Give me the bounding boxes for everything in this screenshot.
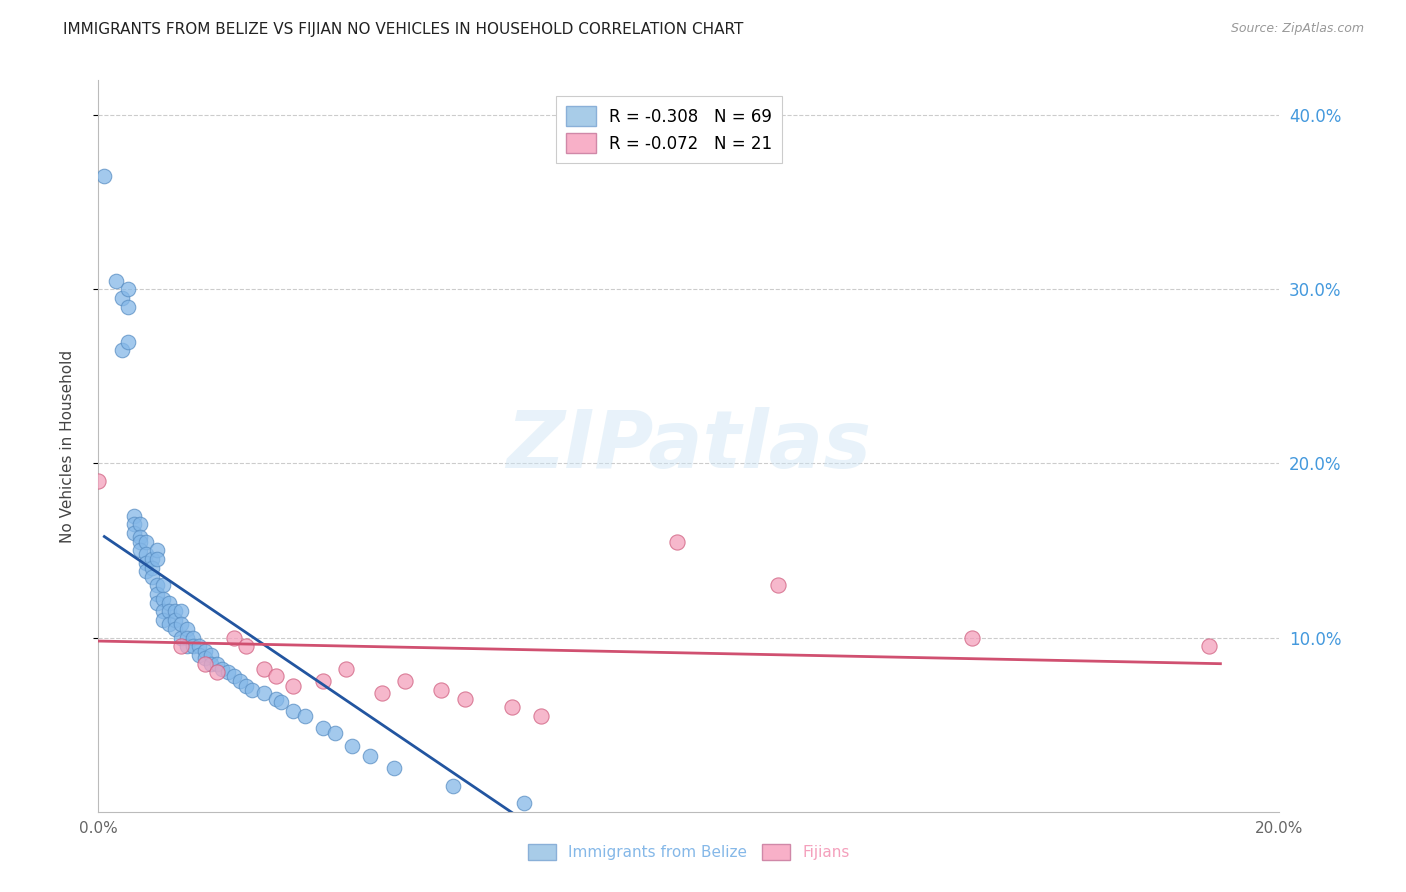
Point	[165, 604, 187, 618]
Point	[224, 631, 246, 645]
Point	[146, 587, 169, 601]
Point	[141, 552, 163, 566]
Point	[117, 282, 139, 296]
Point	[111, 343, 134, 358]
Point	[122, 508, 145, 523]
Point	[453, 691, 475, 706]
Point	[766, 578, 789, 592]
Point	[235, 640, 257, 654]
Point	[501, 700, 523, 714]
Point	[187, 648, 209, 662]
Point	[205, 657, 228, 671]
Point	[512, 796, 534, 810]
Point	[176, 631, 198, 645]
Point	[253, 662, 276, 676]
Point	[430, 682, 453, 697]
Point	[141, 569, 163, 583]
Point	[157, 604, 180, 618]
Text: ZIPatlas: ZIPatlas	[506, 407, 872, 485]
Point	[111, 291, 134, 305]
Point	[371, 686, 394, 700]
Point	[264, 691, 287, 706]
Point	[200, 657, 222, 671]
Point	[217, 665, 239, 680]
Point	[157, 616, 180, 631]
Point	[152, 604, 174, 618]
Point	[323, 726, 346, 740]
Point	[128, 517, 150, 532]
Point	[194, 651, 217, 665]
Point	[152, 578, 174, 592]
Point	[176, 622, 198, 636]
Point	[157, 596, 180, 610]
Point	[170, 616, 193, 631]
Point	[264, 669, 287, 683]
Point	[211, 662, 233, 676]
Legend: Immigrants from Belize, Fijians: Immigrants from Belize, Fijians	[522, 838, 856, 866]
Point	[128, 534, 150, 549]
Point	[342, 739, 364, 753]
Point	[312, 674, 335, 689]
Point	[283, 704, 305, 718]
Point	[122, 517, 145, 532]
Point	[283, 679, 305, 693]
Point	[181, 631, 204, 645]
Point	[152, 613, 174, 627]
Point	[224, 669, 246, 683]
Point	[240, 682, 263, 697]
Point	[87, 474, 110, 488]
Point	[530, 709, 553, 723]
Point	[128, 530, 150, 544]
Point	[135, 534, 157, 549]
Point	[170, 640, 193, 654]
Point	[294, 709, 316, 723]
Point	[666, 534, 689, 549]
Point	[194, 644, 217, 658]
Point	[105, 274, 128, 288]
Text: Source: ZipAtlas.com: Source: ZipAtlas.com	[1230, 22, 1364, 36]
Point	[181, 640, 204, 654]
Point	[117, 334, 139, 349]
Point	[205, 665, 228, 680]
Point	[394, 674, 416, 689]
Point	[128, 543, 150, 558]
Point	[359, 749, 381, 764]
Point	[117, 300, 139, 314]
Point	[200, 648, 222, 662]
Point	[165, 613, 187, 627]
Point	[253, 686, 276, 700]
Point	[382, 761, 405, 775]
Point	[194, 657, 217, 671]
Point	[93, 169, 115, 183]
Point	[152, 592, 174, 607]
Point	[165, 622, 187, 636]
Point	[122, 526, 145, 541]
Point	[176, 640, 198, 654]
Point	[170, 631, 193, 645]
Point	[146, 596, 169, 610]
Point	[146, 543, 169, 558]
Point	[135, 565, 157, 579]
Point	[441, 779, 464, 793]
Point	[170, 604, 193, 618]
Point	[146, 578, 169, 592]
Point	[335, 662, 357, 676]
Point	[1198, 640, 1220, 654]
Point	[962, 631, 984, 645]
Point	[146, 552, 169, 566]
Text: IMMIGRANTS FROM BELIZE VS FIJIAN NO VEHICLES IN HOUSEHOLD CORRELATION CHART: IMMIGRANTS FROM BELIZE VS FIJIAN NO VEHI…	[63, 22, 744, 37]
Point	[135, 556, 157, 570]
Point	[187, 640, 209, 654]
Point	[229, 674, 252, 689]
Point	[141, 561, 163, 575]
Y-axis label: No Vehicles in Household: No Vehicles in Household	[60, 350, 75, 542]
Point	[135, 547, 157, 561]
Point	[270, 695, 292, 709]
Point	[235, 679, 257, 693]
Point	[312, 721, 335, 735]
